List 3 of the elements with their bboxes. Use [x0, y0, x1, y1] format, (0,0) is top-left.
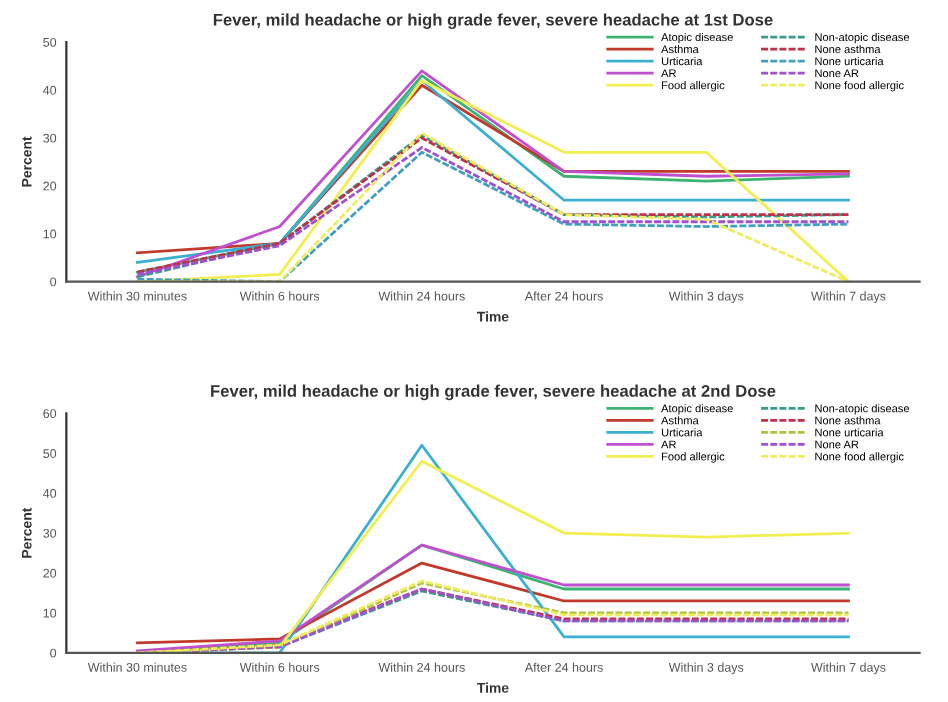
line-series: [136, 561, 850, 645]
chart-title: Fever, mild headache or high grade fever, severe headache at 1st Dose: [213, 13, 773, 29]
chart-title: Fever, mild headache or high grade fever, severe headache at 2nd Dose: [211, 384, 776, 401]
